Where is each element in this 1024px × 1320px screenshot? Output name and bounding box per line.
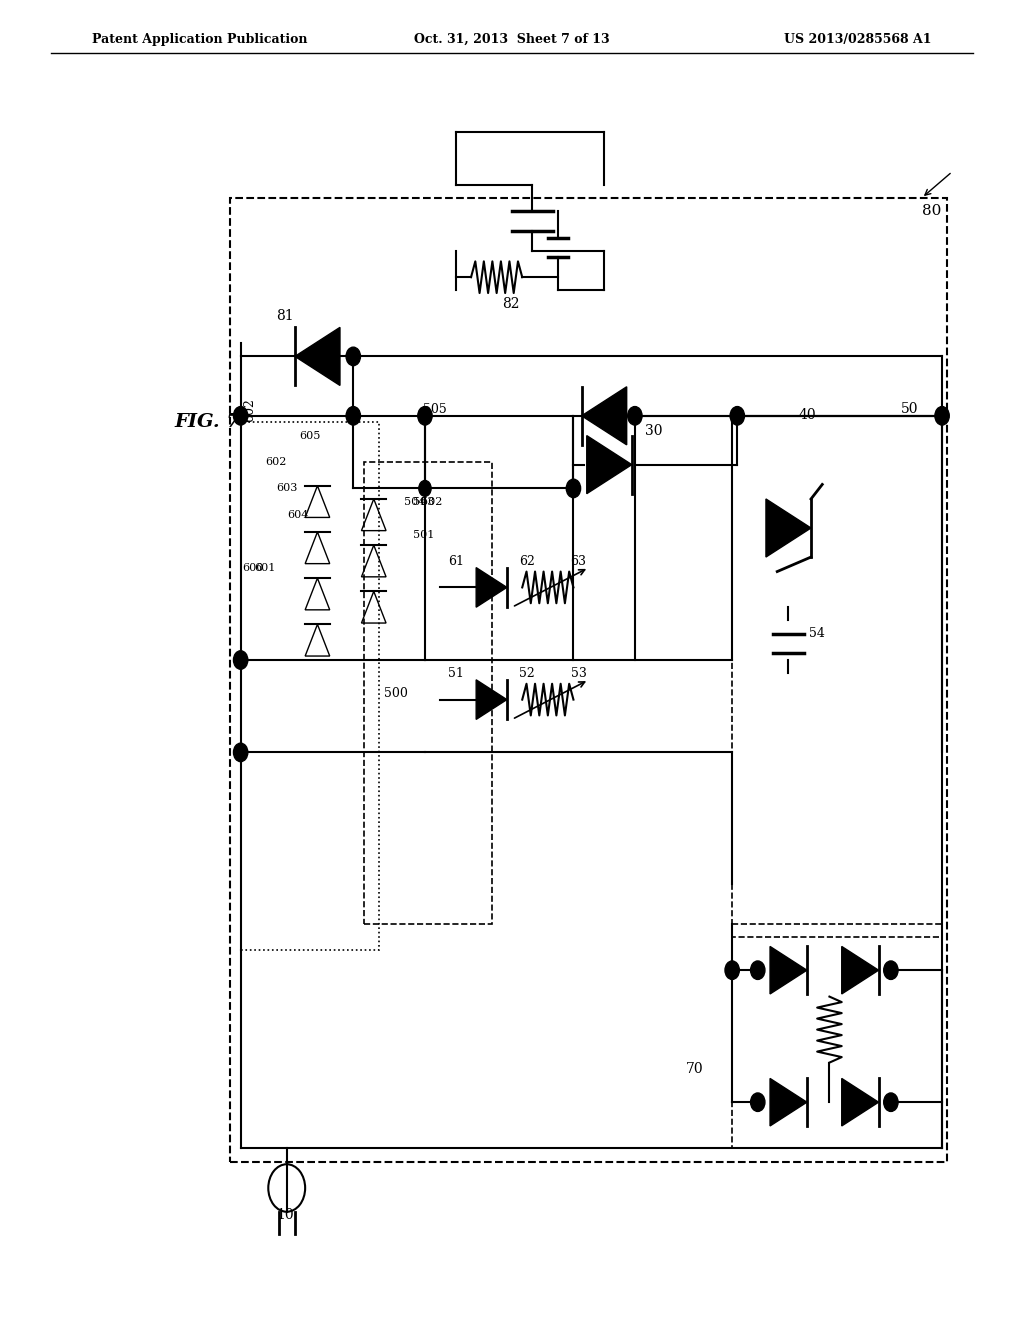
Text: 63: 63 bbox=[570, 554, 587, 568]
Polygon shape bbox=[842, 946, 879, 994]
Circle shape bbox=[751, 961, 765, 979]
Polygon shape bbox=[770, 946, 807, 994]
Text: 505: 505 bbox=[423, 403, 446, 416]
Circle shape bbox=[884, 1093, 898, 1111]
Text: 502: 502 bbox=[421, 496, 442, 507]
Circle shape bbox=[233, 407, 248, 425]
Text: 50: 50 bbox=[901, 401, 919, 416]
Polygon shape bbox=[476, 568, 507, 607]
Text: 53: 53 bbox=[570, 667, 587, 680]
Text: 80: 80 bbox=[922, 205, 941, 218]
Circle shape bbox=[935, 407, 949, 425]
Polygon shape bbox=[295, 327, 340, 385]
Circle shape bbox=[346, 347, 360, 366]
Text: 603: 603 bbox=[276, 483, 298, 494]
Circle shape bbox=[346, 407, 360, 425]
Bar bbox=[241, 422, 379, 950]
Polygon shape bbox=[842, 1078, 879, 1126]
Circle shape bbox=[730, 407, 744, 425]
Polygon shape bbox=[582, 387, 627, 445]
Text: 62: 62 bbox=[519, 554, 536, 568]
Circle shape bbox=[725, 961, 739, 979]
Circle shape bbox=[418, 407, 432, 425]
Text: 82: 82 bbox=[502, 297, 519, 312]
Text: 51: 51 bbox=[447, 667, 464, 680]
Text: 605: 605 bbox=[299, 430, 321, 441]
Text: 600: 600 bbox=[243, 562, 264, 573]
Circle shape bbox=[419, 480, 431, 496]
Text: 10: 10 bbox=[276, 1208, 294, 1222]
Bar bbox=[364, 462, 492, 924]
Polygon shape bbox=[770, 1078, 807, 1126]
Polygon shape bbox=[766, 499, 811, 557]
Bar bbox=[732, 937, 942, 1148]
Text: 503: 503 bbox=[413, 496, 434, 507]
Text: 81: 81 bbox=[276, 309, 294, 323]
Text: 602: 602 bbox=[265, 457, 287, 467]
Polygon shape bbox=[587, 436, 632, 494]
Text: 601: 601 bbox=[254, 562, 275, 573]
Circle shape bbox=[566, 479, 581, 498]
Text: 52: 52 bbox=[519, 667, 536, 680]
Text: 61: 61 bbox=[447, 554, 464, 568]
Text: 70: 70 bbox=[686, 1063, 703, 1076]
Text: 602: 602 bbox=[243, 399, 256, 422]
Text: 500: 500 bbox=[384, 686, 408, 700]
Text: 504: 504 bbox=[404, 496, 426, 507]
Text: Patent Application Publication: Patent Application Publication bbox=[92, 33, 307, 46]
Text: 54: 54 bbox=[809, 627, 825, 640]
Circle shape bbox=[884, 961, 898, 979]
Text: US 2013/0285568 A1: US 2013/0285568 A1 bbox=[784, 33, 932, 46]
Bar bbox=[230, 198, 947, 1162]
Circle shape bbox=[233, 651, 248, 669]
Text: 501: 501 bbox=[413, 529, 434, 540]
Text: FIG. 7: FIG. 7 bbox=[174, 413, 240, 432]
Text: 30: 30 bbox=[645, 424, 663, 438]
Circle shape bbox=[233, 743, 248, 762]
Text: 40: 40 bbox=[799, 408, 816, 422]
Text: Oct. 31, 2013  Sheet 7 of 13: Oct. 31, 2013 Sheet 7 of 13 bbox=[414, 33, 610, 46]
Circle shape bbox=[751, 1093, 765, 1111]
Polygon shape bbox=[476, 680, 507, 719]
Circle shape bbox=[628, 407, 642, 425]
Text: 604: 604 bbox=[288, 510, 309, 520]
Bar bbox=[732, 416, 942, 924]
